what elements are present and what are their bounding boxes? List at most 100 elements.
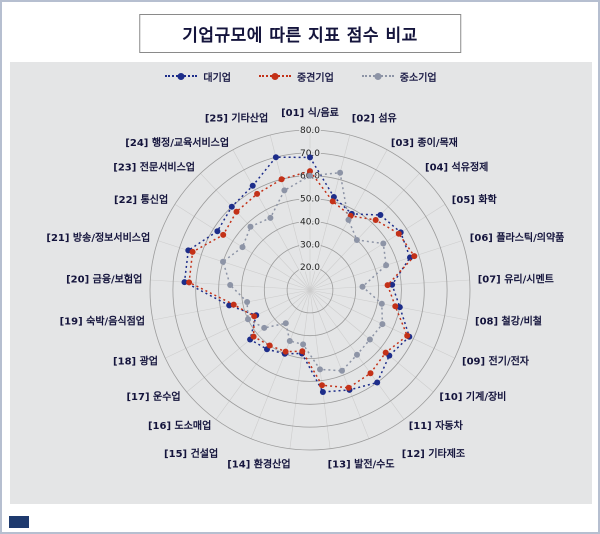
data-point bbox=[396, 304, 403, 311]
category-label: [04] 석유정제 bbox=[425, 161, 488, 174]
data-point bbox=[251, 313, 258, 320]
data-point bbox=[186, 279, 193, 286]
category-label: [24] 행정/교육서비스업 bbox=[125, 136, 229, 149]
legend-marker bbox=[361, 75, 394, 77]
radar-spoke bbox=[165, 289, 311, 359]
radar-ring bbox=[172, 152, 448, 428]
data-point bbox=[181, 279, 188, 286]
legend-label: 대기업 bbox=[203, 72, 231, 84]
data-point bbox=[228, 203, 235, 210]
page-title: 기업규모에 따른 지표 점수 비교 bbox=[182, 26, 418, 46]
category-label: [02] 섬유 bbox=[352, 111, 397, 124]
data-point bbox=[319, 389, 326, 395]
category-label: [03] 종이/목재 bbox=[391, 136, 458, 149]
data-point bbox=[339, 367, 345, 374]
data-point bbox=[307, 154, 313, 161]
data-point bbox=[261, 324, 268, 331]
data-point bbox=[250, 333, 257, 340]
data-point bbox=[247, 223, 254, 230]
category-label: [22] 통신업 bbox=[114, 193, 168, 206]
category-label: [12] 기타제조 bbox=[402, 447, 465, 460]
radar-spoke bbox=[309, 289, 468, 321]
data-point bbox=[389, 281, 396, 288]
data-point bbox=[286, 338, 293, 344]
category-label: [15] 건설업 bbox=[164, 447, 218, 460]
data-point bbox=[282, 348, 289, 355]
data-point bbox=[354, 351, 360, 358]
data-point bbox=[214, 228, 221, 235]
chart-title-box: 기업규모에 따른 지표 점수 비교 bbox=[139, 14, 461, 53]
radar-spoke bbox=[215, 289, 311, 420]
data-point bbox=[220, 258, 226, 265]
legend-label: 중소기업 bbox=[399, 72, 437, 84]
data-point bbox=[249, 182, 256, 189]
data-point bbox=[374, 379, 381, 386]
bottom-left-accent bbox=[9, 516, 29, 528]
axis-tick-label: 80.0 bbox=[300, 126, 320, 136]
data-point bbox=[254, 190, 261, 197]
category-label: [18] 광업 bbox=[113, 355, 158, 368]
data-point bbox=[233, 208, 240, 215]
category-label: [05] 화학 bbox=[452, 193, 498, 206]
legend-item[interactable]: 중견기업 bbox=[258, 69, 334, 84]
data-point bbox=[372, 217, 379, 223]
radar-spoke bbox=[250, 289, 311, 439]
data-point bbox=[300, 341, 307, 348]
data-point bbox=[230, 301, 237, 308]
data-point bbox=[411, 253, 418, 260]
category-label: [19] 숙박/음식점업 bbox=[60, 315, 145, 328]
radar-spoke bbox=[289, 289, 311, 449]
radar-spoke bbox=[309, 134, 351, 291]
radar-spoke bbox=[309, 204, 446, 291]
series-line bbox=[222, 171, 387, 372]
radar-spoke bbox=[200, 173, 311, 291]
data-point bbox=[278, 176, 285, 183]
radar-ring bbox=[240, 220, 379, 359]
data-point bbox=[404, 332, 411, 339]
category-label: [08] 철강/비철 bbox=[475, 315, 542, 328]
data-point bbox=[227, 282, 234, 288]
axis-tick-label: 40.0 bbox=[300, 217, 320, 227]
category-label: [23] 전문서비스업 bbox=[113, 161, 195, 174]
radar-spoke bbox=[309, 173, 420, 291]
data-point bbox=[244, 299, 251, 305]
category-label: [20] 금융/보험업 bbox=[66, 273, 142, 286]
legend-label: 중견기업 bbox=[296, 72, 334, 84]
data-point bbox=[267, 214, 274, 221]
data-point bbox=[220, 231, 227, 238]
radar-ring bbox=[149, 129, 471, 451]
data-point bbox=[282, 320, 289, 327]
data-point bbox=[329, 198, 336, 205]
data-point bbox=[378, 300, 385, 307]
radar-spoke bbox=[309, 289, 370, 439]
axis-tick-label: 30.0 bbox=[300, 240, 320, 250]
category-label: [06] 플라스틱/의약품 bbox=[470, 231, 565, 244]
chart-legend: 대기업 중견기업 중소기업 bbox=[10, 68, 592, 84]
category-label: [25] 기타산업 bbox=[205, 111, 268, 124]
data-point bbox=[382, 349, 389, 356]
data-point bbox=[299, 348, 306, 355]
axis-tick-label: 50.0 bbox=[300, 195, 320, 205]
data-point bbox=[395, 230, 402, 237]
data-point bbox=[383, 262, 390, 269]
legend-item[interactable]: 대기업 bbox=[165, 69, 231, 84]
data-point bbox=[366, 336, 373, 343]
series-line bbox=[183, 156, 411, 393]
data-point bbox=[359, 283, 366, 290]
data-point bbox=[345, 216, 352, 223]
data-point bbox=[272, 154, 279, 161]
category-label: [16] 도소매업 bbox=[148, 419, 211, 432]
radar-ring bbox=[286, 266, 334, 314]
category-label: [17] 운수업 bbox=[126, 390, 180, 403]
data-point bbox=[392, 303, 399, 310]
data-point bbox=[281, 187, 288, 194]
radar-ring bbox=[263, 243, 357, 337]
category-label: [14] 환경산업 bbox=[227, 458, 290, 471]
data-point bbox=[226, 302, 233, 309]
legend-item[interactable]: 중소기업 bbox=[361, 69, 437, 84]
data-point bbox=[377, 212, 384, 218]
data-point bbox=[319, 382, 325, 389]
data-point bbox=[353, 237, 360, 243]
data-point bbox=[266, 342, 273, 349]
